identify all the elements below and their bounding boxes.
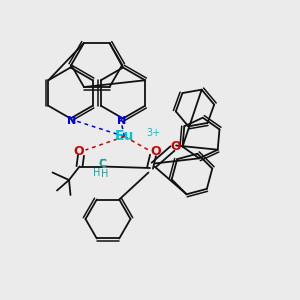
Text: O: O (170, 140, 181, 154)
Text: Eu: Eu (115, 130, 134, 143)
Text: 3+: 3+ (146, 128, 160, 139)
Text: H: H (101, 169, 109, 179)
Text: O: O (73, 145, 84, 158)
Text: N: N (68, 116, 76, 126)
Text: N: N (117, 116, 126, 126)
Text: H: H (93, 167, 100, 178)
Text: C̅: C̅ (98, 159, 107, 169)
Text: O: O (150, 145, 161, 158)
